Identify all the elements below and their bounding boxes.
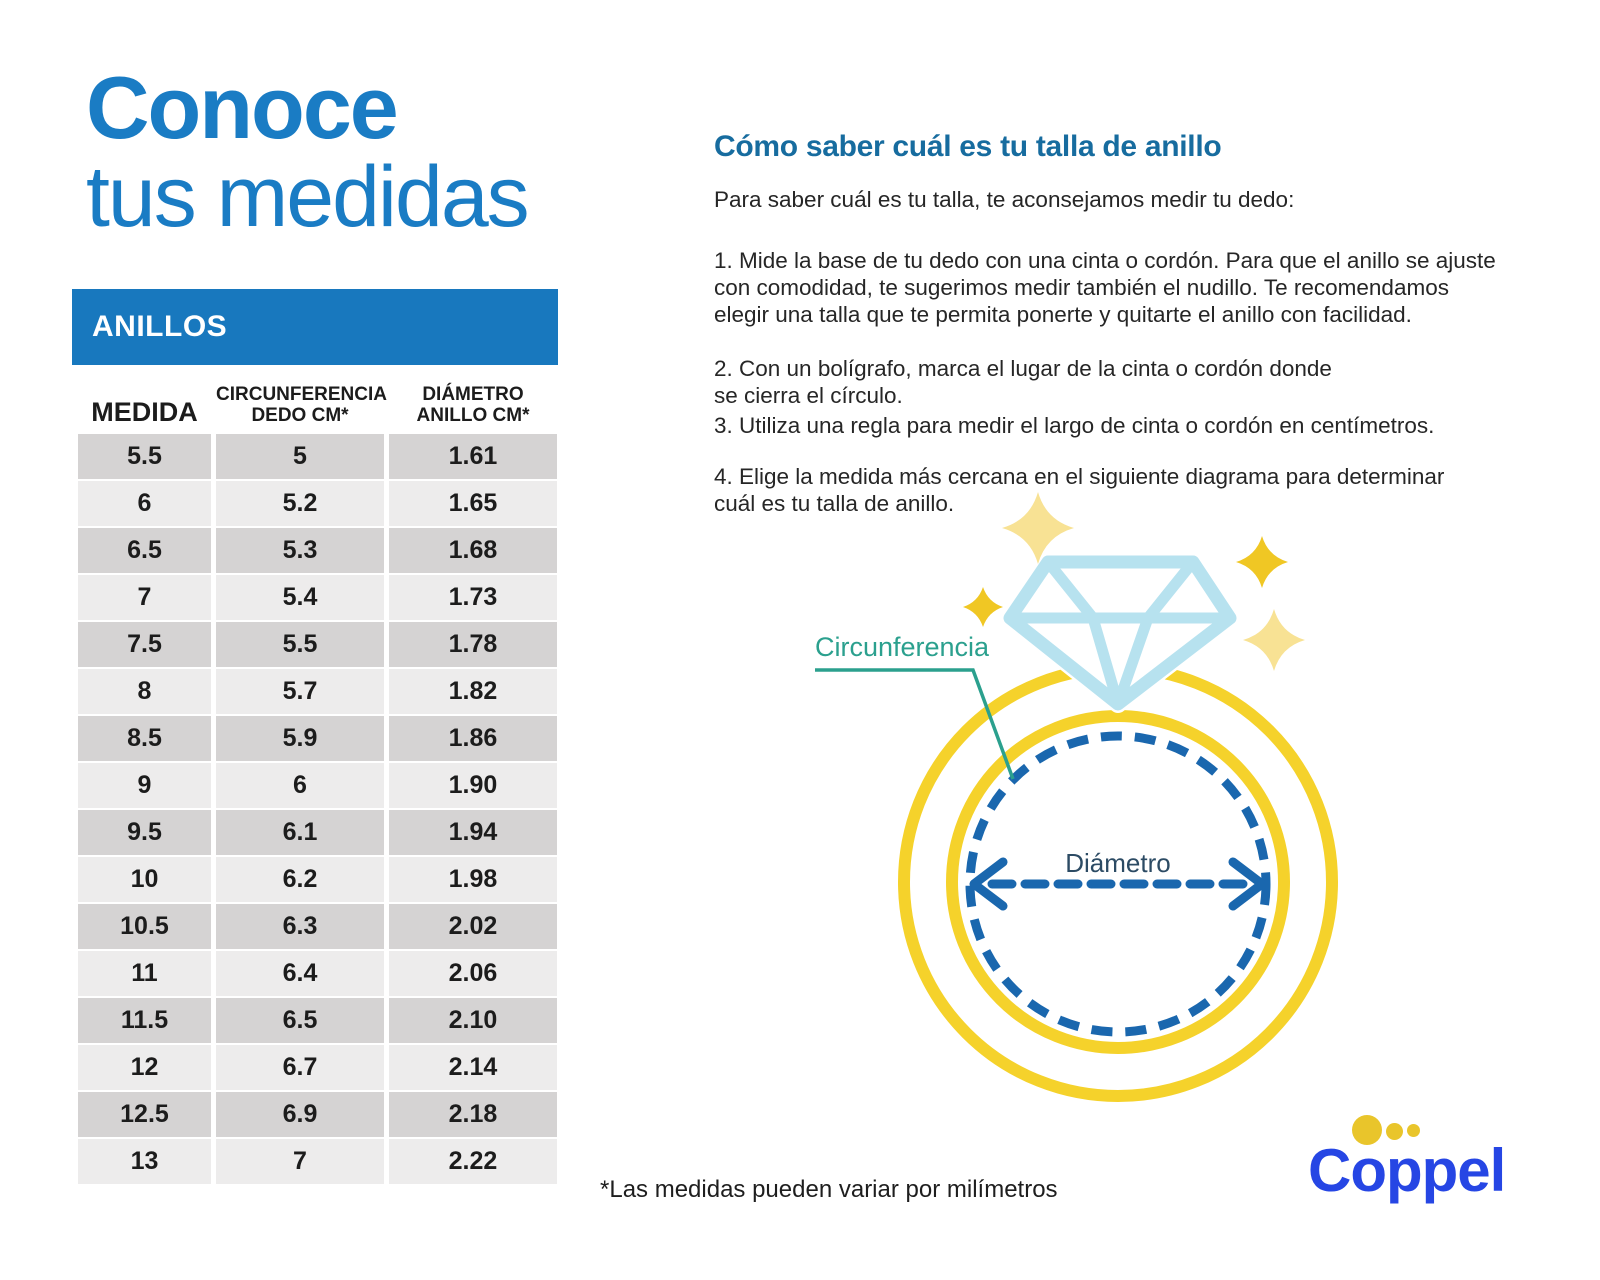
ring-size-table: ANILLOS MEDIDA CIRCUNFERENCIA DEDO CM* D… <box>72 289 558 1186</box>
table-cell: 1.68 <box>389 528 557 573</box>
table-row: 7.5 5.5 1.78 <box>72 622 558 667</box>
table-row: 12.5 6.9 2.18 <box>72 1092 558 1137</box>
table-row: 10.5 6.3 2.02 <box>72 904 558 949</box>
sparkle-icon <box>963 587 1003 627</box>
instructions-intro: Para saber cuál es tu talla, te aconseja… <box>714 187 1295 212</box>
table-cell: 8 <box>78 669 211 714</box>
diamond-icon <box>1003 555 1237 711</box>
table-cell: 5.5 <box>216 622 384 667</box>
table-cell: 2.06 <box>389 951 557 996</box>
table-column-headers: MEDIDA CIRCUNFERENCIA DEDO CM* DIÁMETRO … <box>72 371 558 429</box>
table-cell: 5 <box>216 434 384 479</box>
column-header-diametro: DIÁMETRO ANILLO CM* <box>416 384 530 426</box>
ring-band-inner <box>946 710 1290 1054</box>
logo-dot-medium <box>1386 1123 1403 1140</box>
table-cell: 8.5 <box>78 716 211 761</box>
table-cell: 2.02 <box>389 904 557 949</box>
table-cell: 5.2 <box>216 481 384 526</box>
table-cell: 1.73 <box>389 575 557 620</box>
table-row: 11.5 6.5 2.10 <box>72 998 558 1043</box>
table-cell: 10.5 <box>78 904 211 949</box>
table-body: 5.5 5 1.61 6 5.2 1.65 6.5 5.3 1.68 7 5.4 1.73 7.5 5.5… <box>72 434 558 1184</box>
table-cell: 6.4 <box>216 951 384 996</box>
table-row: 13 7 2.22 <box>72 1139 558 1184</box>
table-cell: 12 <box>78 1045 211 1090</box>
table-title-bar: ANILLOS <box>72 289 558 365</box>
instructions-panel: Cómo saber cuál es tu talla de anillo Pa… <box>714 130 1514 517</box>
logo-wordmark: Coppel <box>1308 1137 1506 1204</box>
table-cell: 1.82 <box>389 669 557 714</box>
column-header-circunferencia: CIRCUNFERENCIA DEDO CM* <box>216 384 387 426</box>
measurements-footnote: *Las medidas pueden variar por milímetro… <box>600 1176 1058 1203</box>
table-cell: 5.7 <box>216 669 384 714</box>
table-cell: 6 <box>216 763 384 808</box>
table-cell: 1.78 <box>389 622 557 667</box>
table-cell: 6.1 <box>216 810 384 855</box>
coppel-logo: Coppel <box>1302 1112 1512 1212</box>
table-cell: 12.5 <box>78 1092 211 1137</box>
diameter-arrow <box>969 857 1267 911</box>
logo-dot-large <box>1352 1115 1382 1145</box>
instructions-heading: Cómo saber cuál es tu talla de anillo <box>714 130 1222 163</box>
table-cell: 6 <box>78 481 211 526</box>
table-cell: 2.14 <box>389 1045 557 1090</box>
table-row: 8 5.7 1.82 <box>72 669 558 714</box>
table-cell: 11 <box>78 951 211 996</box>
table-row: 9.5 6.1 1.94 <box>72 810 558 855</box>
table-row: 10 6.2 1.98 <box>72 857 558 902</box>
table-cell: 1.94 <box>389 810 557 855</box>
sparkle-icon <box>1236 536 1288 588</box>
table-cell: 1.90 <box>389 763 557 808</box>
table-cell: 7.5 <box>78 622 211 667</box>
table-cell: 1.98 <box>389 857 557 902</box>
table-cell: 5.9 <box>216 716 384 761</box>
table-row: 11 6.4 2.06 <box>72 951 558 996</box>
table-cell: 9 <box>78 763 211 808</box>
table-cell: 7 <box>216 1139 384 1184</box>
diameter-label: Diámetro <box>1065 848 1170 878</box>
page-title: Conoce tus medidas <box>86 58 530 245</box>
column-header-medida: MEDIDA <box>91 397 198 427</box>
table-cell: 1.61 <box>389 434 557 479</box>
table-title: ANILLOS <box>92 310 228 343</box>
instruction-step-4: 4. Elige la medida más cercana en el sig… <box>714 464 1445 516</box>
logo-dot-small <box>1407 1124 1420 1137</box>
table-cell: 6.7 <box>216 1045 384 1090</box>
table-cell: 6.5 <box>78 528 211 573</box>
table-cell: 10 <box>78 857 211 902</box>
table-row: 12 6.7 2.14 <box>72 1045 558 1090</box>
table-cell: 1.65 <box>389 481 557 526</box>
sparkle-icon <box>1002 492 1074 564</box>
table-cell: 5.3 <box>216 528 384 573</box>
table-row: 5.5 5 1.61 <box>72 434 558 479</box>
table-cell: 6.9 <box>216 1092 384 1137</box>
table-cell: 5.4 <box>216 575 384 620</box>
title-line-1: Conoce <box>86 58 399 157</box>
table-cell: 2.18 <box>389 1092 557 1137</box>
instruction-step-1: 1. Mide la base de tu dedo con una cinta… <box>714 248 1496 327</box>
title-line-2: tus medidas <box>86 149 530 245</box>
table-row: 9 6 1.90 <box>72 763 558 808</box>
table-cell: 9.5 <box>78 810 211 855</box>
instruction-step-2: 2. Con un bolígrafo, marca el lugar de l… <box>714 356 1332 408</box>
table-cell: 2.22 <box>389 1139 557 1184</box>
table-row: 6.5 5.3 1.68 <box>72 528 558 573</box>
table-cell: 6.2 <box>216 857 384 902</box>
table-cell: 11.5 <box>78 998 211 1043</box>
circumference-leader-line <box>815 668 1015 780</box>
table-row: 8.5 5.9 1.86 <box>72 716 558 761</box>
instruction-step-3: 3. Utiliza una regla para medir el largo… <box>714 413 1435 438</box>
table-row: 6 5.2 1.65 <box>72 481 558 526</box>
table-cell: 7 <box>78 575 211 620</box>
table-row: 7 5.4 1.73 <box>72 575 558 620</box>
table-cell: 2.10 <box>389 998 557 1043</box>
table-cell: 6.3 <box>216 904 384 949</box>
table-cell: 6.5 <box>216 998 384 1043</box>
table-cell: 5.5 <box>78 434 211 479</box>
table-cell: 13 <box>78 1139 211 1184</box>
circumference-label: Circunferencia <box>815 632 990 662</box>
ring-diagram: Diámetro Circunferencia <box>815 492 1338 1102</box>
sparkle-icon <box>1243 609 1305 671</box>
table-cell: 1.86 <box>389 716 557 761</box>
